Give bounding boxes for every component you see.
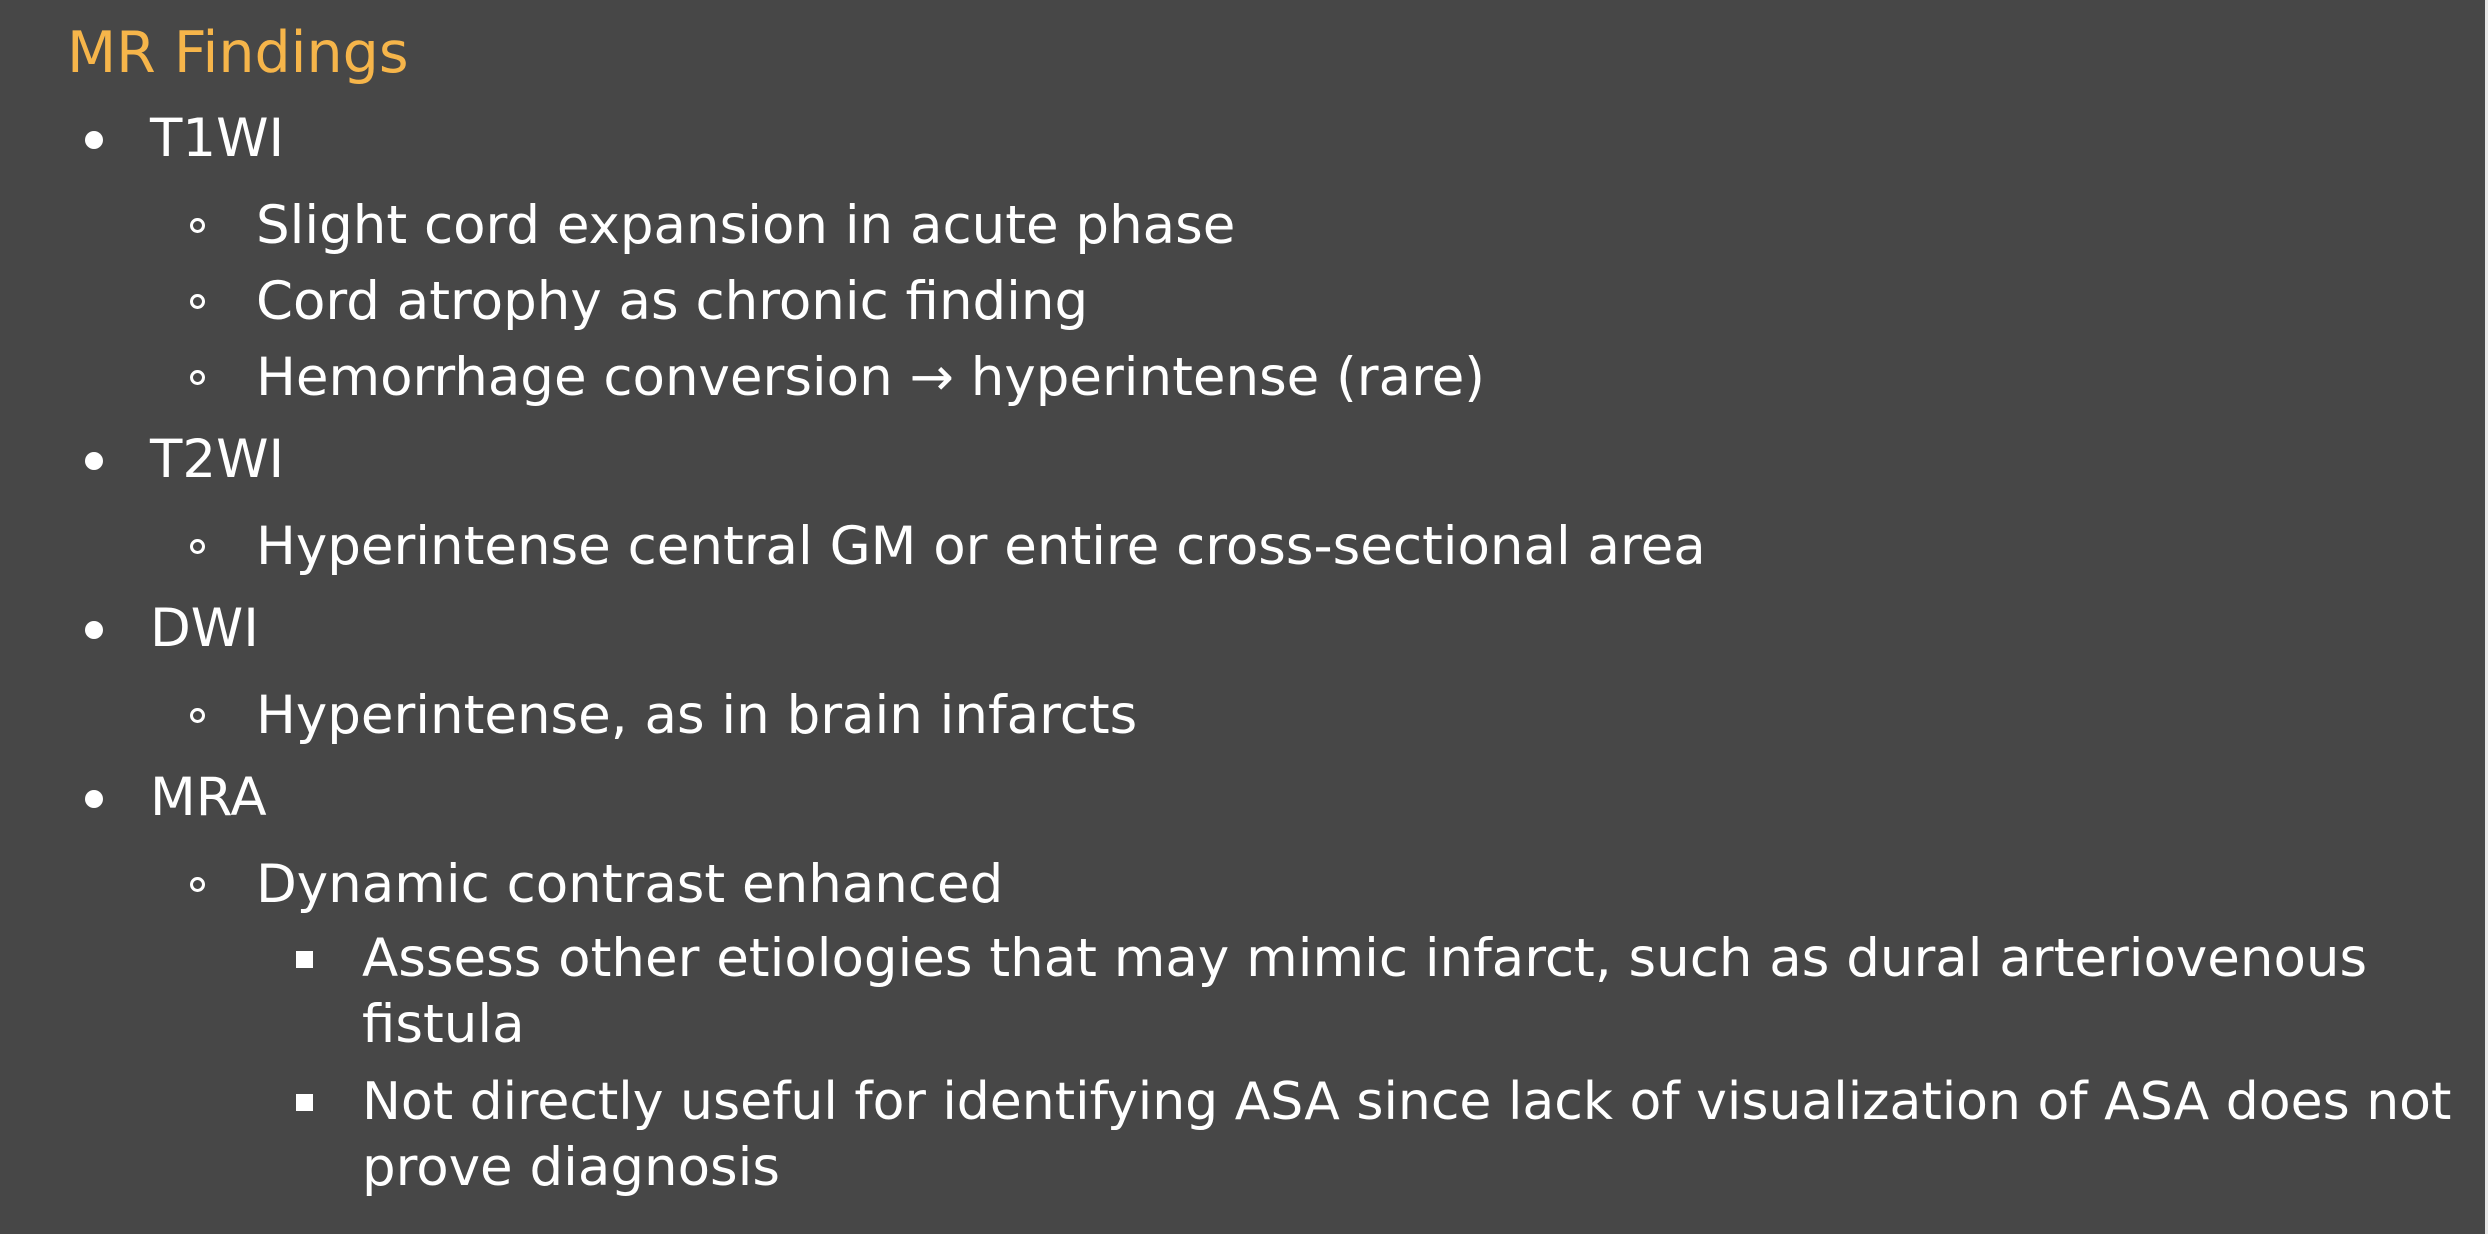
sub-item: Hyperintense central GM or entire cross-… <box>256 516 1706 577</box>
slide-title: MR Findings <box>67 20 409 86</box>
bullet-disc-icon <box>85 452 103 470</box>
bullet-circle-icon <box>190 708 205 723</box>
bullet-square-icon <box>296 951 313 968</box>
bullet-item-t1wi: T1WI <box>150 108 285 169</box>
slide-right-border <box>2485 0 2488 1234</box>
bullet-circle-icon <box>190 877 205 892</box>
detail-item-line: Assess other etiologies that may mimic i… <box>362 928 2368 989</box>
bullet-item-dwi: DWI <box>150 598 259 659</box>
bullet-circle-icon <box>190 370 205 385</box>
sub-item: Cord atrophy as chronic finding <box>256 271 1089 332</box>
bullet-item-mra: MRA <box>150 767 267 828</box>
bullet-square-icon <box>296 1094 313 1111</box>
bullet-item-t2wi: T2WI <box>150 429 285 490</box>
detail-item-line: fistula <box>362 994 525 1055</box>
bullet-circle-icon <box>190 294 205 309</box>
sub-item: Hyperintense, as in brain infarcts <box>256 685 1138 746</box>
bullet-circle-icon <box>190 539 205 554</box>
detail-item-line: prove diagnosis <box>362 1137 780 1198</box>
sub-item: Hemorrhage conversion → hyperintense (ra… <box>256 347 1485 408</box>
bullet-disc-icon <box>85 621 103 639</box>
bullet-disc-icon <box>85 131 103 149</box>
sub-item: Dynamic contrast enhanced <box>256 854 1004 915</box>
bullet-disc-icon <box>85 790 103 808</box>
detail-item-line: Not directly useful for identifying ASA … <box>362 1072 2452 1132</box>
bullet-circle-icon <box>190 218 205 233</box>
sub-item: Slight cord expansion in acute phase <box>256 195 1236 256</box>
